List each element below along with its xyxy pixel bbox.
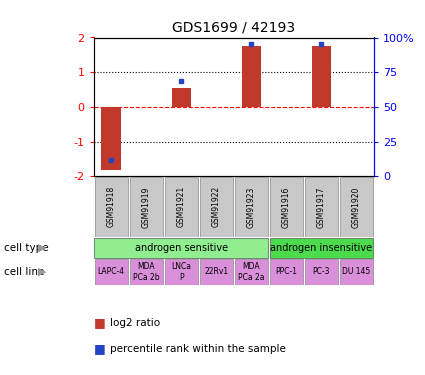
FancyBboxPatch shape bbox=[200, 177, 233, 237]
Bar bbox=[242, 46, 261, 107]
Text: percentile rank within the sample: percentile rank within the sample bbox=[110, 344, 286, 354]
Text: GSM91920: GSM91920 bbox=[352, 186, 361, 228]
Title: GDS1699 / 42193: GDS1699 / 42193 bbox=[172, 21, 295, 35]
FancyBboxPatch shape bbox=[340, 259, 373, 285]
Text: PPC-1: PPC-1 bbox=[275, 267, 298, 276]
FancyBboxPatch shape bbox=[235, 259, 268, 285]
Text: ■: ■ bbox=[94, 316, 105, 329]
Bar bbox=[312, 46, 331, 107]
Text: GSM91916: GSM91916 bbox=[282, 186, 291, 228]
Text: GSM91917: GSM91917 bbox=[317, 186, 326, 228]
Text: LNCa
P: LNCa P bbox=[171, 262, 191, 282]
Bar bbox=[172, 88, 191, 107]
Text: PC-3: PC-3 bbox=[313, 267, 330, 276]
Text: cell line: cell line bbox=[4, 267, 45, 277]
FancyBboxPatch shape bbox=[305, 177, 338, 237]
Text: LAPC-4: LAPC-4 bbox=[97, 267, 125, 276]
Text: GSM91919: GSM91919 bbox=[142, 186, 150, 228]
Text: MDA
PCa 2b: MDA PCa 2b bbox=[133, 262, 159, 282]
FancyBboxPatch shape bbox=[305, 259, 338, 285]
Text: MDA
PCa 2a: MDA PCa 2a bbox=[238, 262, 264, 282]
FancyBboxPatch shape bbox=[164, 259, 198, 285]
Bar bbox=[102, 107, 121, 170]
FancyBboxPatch shape bbox=[130, 177, 163, 237]
Text: ■: ■ bbox=[94, 342, 105, 355]
FancyBboxPatch shape bbox=[270, 259, 303, 285]
Text: GSM91921: GSM91921 bbox=[177, 186, 186, 228]
Text: DU 145: DU 145 bbox=[343, 267, 371, 276]
Text: cell type: cell type bbox=[4, 243, 49, 253]
FancyBboxPatch shape bbox=[164, 177, 198, 237]
FancyBboxPatch shape bbox=[340, 177, 373, 237]
FancyBboxPatch shape bbox=[94, 259, 127, 285]
Text: log2 ratio: log2 ratio bbox=[110, 318, 161, 327]
FancyBboxPatch shape bbox=[94, 177, 127, 237]
Text: ▶: ▶ bbox=[38, 243, 47, 253]
Text: GSM91923: GSM91923 bbox=[247, 186, 256, 228]
Text: androgen sensitive: androgen sensitive bbox=[135, 243, 228, 253]
Text: GSM91922: GSM91922 bbox=[212, 186, 221, 228]
FancyBboxPatch shape bbox=[94, 238, 268, 258]
FancyBboxPatch shape bbox=[130, 259, 163, 285]
FancyBboxPatch shape bbox=[200, 259, 233, 285]
FancyBboxPatch shape bbox=[270, 177, 303, 237]
Text: ▶: ▶ bbox=[38, 267, 47, 277]
FancyBboxPatch shape bbox=[235, 177, 268, 237]
Text: GSM91918: GSM91918 bbox=[107, 186, 116, 228]
FancyBboxPatch shape bbox=[269, 238, 373, 258]
Text: androgen insensitive: androgen insensitive bbox=[270, 243, 372, 253]
Text: 22Rv1: 22Rv1 bbox=[204, 267, 228, 276]
